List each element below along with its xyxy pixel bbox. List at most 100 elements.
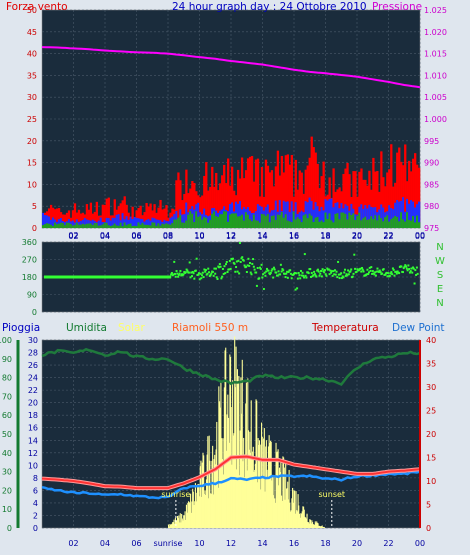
pressure-tick-label: 1.010 — [424, 71, 447, 80]
solar-bar — [296, 510, 298, 528]
direction-point — [259, 266, 262, 269]
wind-avg-bar — [159, 220, 162, 228]
solar-bar — [252, 446, 254, 528]
wind-gust-bar — [87, 209, 91, 228]
solar-bar — [323, 526, 325, 528]
solar-bar — [199, 496, 201, 528]
wind-avg-bar — [63, 221, 67, 228]
solar-bar — [257, 438, 259, 528]
wind-low-bar — [298, 218, 301, 228]
wind-low-bar — [113, 223, 116, 228]
wind-low-bar — [318, 221, 321, 228]
solar-bar — [231, 464, 233, 528]
wind-gust-bar — [205, 162, 208, 228]
direction-point — [210, 272, 213, 275]
solar-bar — [300, 513, 302, 528]
wind-avg-bar — [107, 218, 110, 228]
direction-tick-label: 180 — [22, 273, 37, 282]
wind-gust-bar — [143, 212, 146, 228]
solar-bar — [255, 399, 257, 528]
direction-point — [384, 273, 387, 276]
solar-bar — [292, 487, 294, 528]
wind-gust-bar — [211, 166, 214, 228]
wind-avg-bar — [149, 220, 152, 228]
solar-bar — [259, 444, 261, 528]
direction-point — [400, 265, 403, 268]
location-label: Riamoli 550 m — [172, 322, 248, 334]
wind-gust-bar — [368, 170, 371, 228]
solar-bar — [222, 438, 224, 528]
wind-low-bar — [390, 219, 393, 228]
direction-point — [407, 264, 410, 267]
direction-point — [378, 270, 381, 273]
direction-point — [188, 261, 191, 264]
x-tick-label: 02 — [68, 231, 78, 240]
wind-avg-bar — [45, 215, 49, 228]
wind-gust-bar — [366, 185, 369, 228]
solar-bar — [207, 436, 209, 528]
direction-point — [336, 276, 339, 279]
temperature-label: Temperatura — [311, 322, 379, 334]
direction-point — [211, 270, 214, 273]
wind-gust-bar — [402, 165, 405, 228]
wind-gust-bar — [390, 144, 393, 228]
wind-low-bar — [207, 222, 210, 228]
wind-low-bar — [145, 224, 148, 228]
direction-point — [344, 274, 347, 277]
wind-low-bar — [256, 220, 260, 228]
direction-point — [320, 269, 323, 272]
direction-point — [310, 275, 313, 278]
temp-tick-label: 35 — [426, 360, 436, 369]
solar-bar — [268, 435, 270, 528]
solar-bar — [281, 495, 283, 528]
pressure-tick-label: 985 — [424, 180, 439, 189]
wind-avg-bar — [418, 201, 421, 228]
direction-point — [170, 273, 173, 276]
wind-gust-bar — [137, 207, 140, 228]
wind-low-bar — [334, 213, 337, 228]
wind-low-bar — [284, 214, 288, 228]
wind-gust-bar — [388, 169, 391, 228]
wind-low-bar — [129, 223, 132, 228]
wind-low-bar — [175, 219, 178, 228]
solar-bar — [316, 521, 318, 528]
wind-gust-bar — [400, 161, 403, 228]
wind-gust-bar — [165, 205, 168, 228]
direction-point — [387, 272, 390, 275]
wind-gust-bar — [408, 160, 411, 228]
wind-low-bar — [159, 225, 162, 228]
wind-avg-bar — [286, 201, 289, 228]
wind-low-bar — [197, 216, 200, 228]
wind-avg-bar — [268, 212, 272, 228]
direction-point — [225, 260, 228, 263]
direction-point — [177, 273, 180, 276]
direction-letter: N — [436, 298, 443, 309]
wind-low-bar — [272, 215, 276, 228]
solar-bar — [288, 469, 290, 528]
solar-bar — [215, 449, 217, 528]
wind-low-bar — [276, 214, 280, 228]
wind-avg-bar — [274, 200, 278, 228]
wind-low-bar — [368, 219, 371, 228]
wind-avg-bar — [227, 211, 230, 228]
wind-avg-bar — [111, 217, 114, 228]
wind-tick-label: 10 — [27, 180, 37, 189]
direction-point — [253, 268, 256, 271]
direction-point — [413, 282, 416, 285]
wind-low-bar — [316, 216, 319, 228]
wind-gust-bar — [177, 172, 180, 228]
direction-point — [318, 274, 321, 277]
solar-bar — [274, 498, 276, 528]
solar-bar — [172, 522, 174, 528]
rain-tick-label: 24 — [28, 374, 38, 383]
direction-point — [379, 271, 382, 274]
direction-point — [296, 287, 299, 290]
direction-point — [270, 269, 273, 272]
wind-low-bar — [294, 219, 297, 228]
direction-point — [414, 269, 417, 272]
wind-avg-bar — [294, 202, 297, 228]
direction-point — [367, 273, 370, 276]
wind-gust-bar — [217, 190, 220, 228]
wind-avg-bar — [109, 220, 112, 228]
direction-point — [262, 273, 265, 276]
